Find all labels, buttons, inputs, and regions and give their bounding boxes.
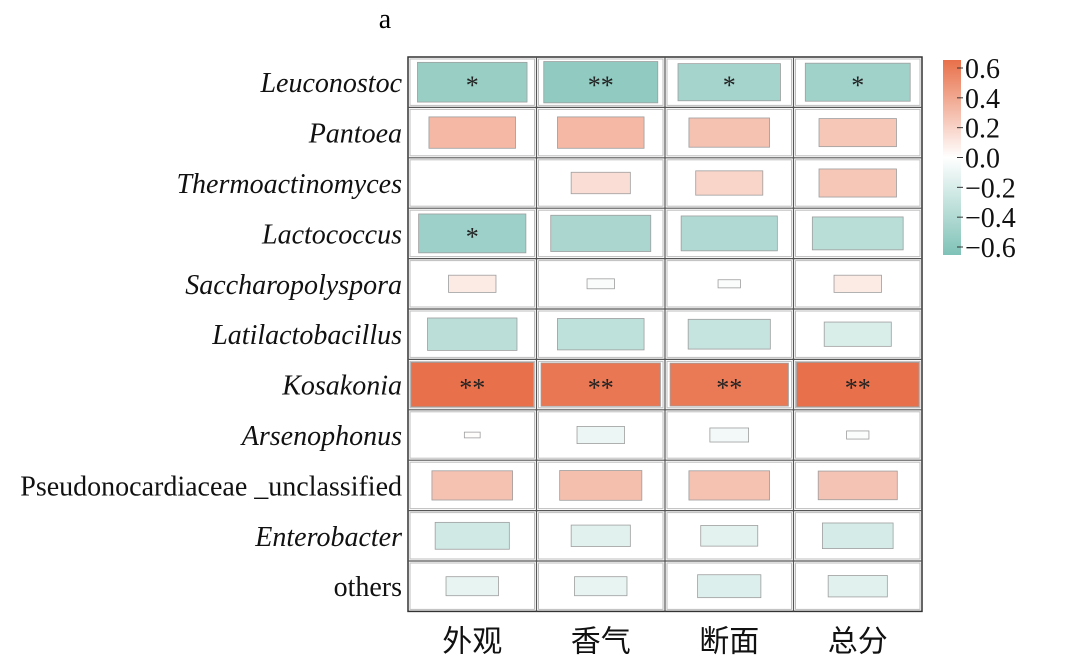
row-label-leuconostoc: Leuconostoc (259, 68, 402, 99)
row-labels: Leuconostoc Pantoea Thermoactinomyces Lacto… (20, 68, 402, 603)
cell-saccharopolyspora-2 (586, 278, 615, 290)
colorbar-gradient (943, 60, 961, 255)
cell-kosakonia-1 (410, 361, 534, 408)
cell-lactococcus-4 (811, 216, 904, 251)
cell-others-4 (827, 575, 888, 598)
cell-frame-arsenophonus-3 (666, 411, 792, 459)
cell-pseudonocardiaceae-unclassified-4 (817, 470, 898, 501)
column-label-2: 香气 (571, 625, 631, 658)
row-label-saccharopolyspora: Saccharopolyspora (185, 270, 402, 301)
cell-kosakonia-4 (796, 361, 920, 408)
cell-latilactobacillus-4 (823, 321, 892, 347)
cell-kosakonia-2 (540, 362, 661, 407)
column-label-1: 外观 (442, 625, 502, 658)
cell-frame-thermoactinomyces-3 (666, 159, 792, 207)
cell-leuconostoc-3 (677, 63, 781, 102)
cell-latilactobacillus-1 (427, 317, 518, 351)
significance-mark-kosakonia-1: ** (459, 374, 485, 403)
cell-frame-thermoactinomyces-1 (409, 159, 535, 207)
colorbar-tick-label: 0.4 (965, 84, 1000, 115)
cell-lactococcus-1 (418, 213, 527, 254)
colorbar-tick-label: −0.2 (965, 173, 1016, 204)
cell-arsenophonus-4 (846, 430, 870, 440)
significance-mark-kosakonia-4: ** (845, 374, 871, 403)
cell-thermoactinomyces-2 (570, 171, 631, 195)
row-label-arsenophonus: Arsenophonus (240, 421, 402, 452)
cell-leuconostoc-4 (804, 62, 911, 102)
cell-leuconostoc-2 (543, 61, 659, 104)
cell-frame-pseudonocardiaceae-unclassified-1 (409, 461, 535, 510)
cell-kosakonia-3 (669, 362, 789, 407)
cell-others-3 (697, 574, 762, 599)
row-label-pantoea: Pantoea (308, 119, 402, 150)
row-label-pseudonocardiaceae-unclassified: Pseudonocardiaceae _unclassified (20, 471, 402, 502)
column-labels: 外观 香气 断面 总分 (442, 625, 888, 658)
cell-latilactobacillus-3 (687, 318, 771, 350)
row-label-others: others (334, 572, 402, 603)
cell-others-1 (445, 576, 499, 597)
cell-pantoea-2 (557, 116, 645, 149)
column-label-4: 总分 (828, 625, 888, 658)
cell-lactococcus-2 (550, 214, 652, 252)
colorbar-tick-label: −0.6 (965, 233, 1016, 264)
significance-mark-kosakonia-2: ** (588, 374, 614, 403)
colorbar-tick-label: −0.4 (965, 203, 1016, 234)
cell-thermoactinomyces-3 (695, 170, 764, 196)
heatmap-cells: * ** * **** ** ** ** (407, 56, 923, 613)
significance-mark-kosakonia-3: ** (716, 374, 742, 403)
cell-frame-thermoactinomyces-4 (795, 159, 921, 207)
row-label-lactococcus: Lactococcus (261, 219, 402, 250)
cell-leuconostoc-1 (417, 61, 528, 103)
cell-enterobacter-4 (821, 522, 894, 550)
row-label-thermoactinomyces: Thermoactinomyces (176, 169, 402, 200)
row-label-enterobacter: Enterobacter (254, 522, 402, 553)
colorbar-tick-label: 0.0 (965, 144, 1000, 175)
cell-frame-saccharopolyspora-2 (538, 260, 664, 308)
cell-pantoea-1 (428, 116, 516, 149)
colorbar: 0.60.40.20.0−0.2−0.4−0.6 (943, 54, 1016, 264)
cell-pseudonocardiaceae-unclassified-1 (431, 470, 513, 501)
cell-saccharopolyspora-4 (833, 274, 882, 293)
cell-latilactobacillus-2 (557, 318, 645, 351)
cell-arsenophonus-1 (463, 431, 481, 439)
colorbar-tick-label: 0.2 (965, 114, 1000, 145)
cell-others-2 (574, 576, 628, 597)
row-label-latilactobacillus: Latilactobacillus (211, 320, 402, 351)
cell-pantoea-3 (688, 117, 770, 148)
significance-mark-leuconostoc-2: ** (588, 71, 614, 100)
cell-arsenophonus-3 (709, 427, 750, 443)
significance-mark-lactococcus-1: * (466, 222, 479, 251)
significance-mark-leuconostoc-1: * (466, 71, 479, 100)
cell-saccharopolyspora-3 (717, 279, 741, 289)
column-label-3: 断面 (699, 625, 759, 658)
cell-saccharopolyspora-1 (448, 274, 497, 293)
row-label-kosakonia: Kosakonia (281, 371, 402, 402)
cell-enterobacter-1 (434, 521, 510, 550)
cell-enterobacter-3 (700, 525, 759, 547)
colorbar-tick-label: 0.6 (965, 54, 1000, 85)
cell-pseudonocardiaceae-unclassified-2 (559, 470, 643, 501)
cell-arsenophonus-2 (576, 426, 625, 444)
significance-mark-leuconostoc-4: * (851, 71, 864, 100)
cell-pseudonocardiaceae-unclassified-3 (688, 470, 770, 501)
cell-lactococcus-3 (680, 215, 778, 252)
significance-mark-leuconostoc-3: * (723, 71, 736, 100)
cell-thermoactinomyces-4 (818, 168, 897, 198)
cell-pantoea-4 (818, 118, 897, 148)
cell-enterobacter-2 (570, 524, 631, 547)
panel-label: a (379, 4, 392, 35)
